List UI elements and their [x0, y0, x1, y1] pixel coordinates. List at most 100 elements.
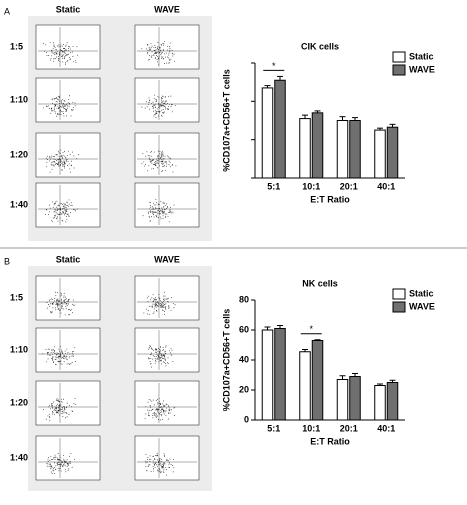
flow-dot — [49, 207, 51, 209]
flow-dot — [59, 161, 61, 163]
flow-dot — [158, 406, 160, 408]
flow-dot — [63, 463, 65, 465]
flow-dot — [61, 363, 63, 365]
flow-dot — [158, 361, 160, 363]
flow-dot — [147, 310, 149, 312]
flow-dot — [63, 295, 65, 297]
flow-dot — [49, 417, 51, 419]
flow-dot — [149, 455, 151, 457]
flow-dot — [159, 153, 161, 155]
flow-dot — [50, 311, 52, 313]
flow-dot — [161, 98, 163, 100]
flow-dot — [57, 50, 59, 52]
flow-dot — [158, 303, 160, 305]
flow-dot — [168, 306, 170, 308]
flow-dot — [63, 357, 65, 359]
flow-dot — [163, 361, 165, 363]
flow-plot — [134, 182, 200, 228]
flow-dot — [55, 212, 57, 213]
flow-dot — [157, 203, 159, 205]
flow-dot — [72, 299, 74, 301]
flow-dot — [49, 160, 51, 162]
flow-dot — [53, 158, 55, 160]
flow-dot — [74, 397, 76, 399]
flow-dot — [162, 161, 164, 163]
column-header: WAVE — [154, 4, 180, 14]
flow-dot — [162, 310, 164, 311]
flow-dot — [152, 108, 154, 109]
flow-dot — [68, 357, 70, 359]
flow-dot — [155, 349, 157, 351]
flow-dot — [65, 471, 67, 473]
flow-dot — [60, 361, 61, 363]
flow-dot — [66, 219, 68, 221]
flow-dot — [171, 212, 173, 214]
flow-dot — [166, 299, 168, 301]
flow-dot — [58, 404, 60, 406]
flow-dot — [71, 109, 73, 111]
flow-dot — [66, 209, 68, 211]
flow-dot — [53, 52, 55, 54]
flow-dot — [151, 349, 153, 351]
flow-dot — [64, 314, 66, 316]
legend-swatch — [392, 288, 406, 300]
flow-dot — [47, 214, 49, 216]
flow-dot — [149, 347, 151, 349]
flow-dot — [161, 51, 163, 53]
flow-dot — [72, 411, 73, 413]
flow-dot — [62, 412, 64, 414]
flow-dot — [168, 57, 170, 59]
flow-dot — [64, 407, 66, 409]
flow-dot — [52, 357, 53, 359]
flow-plot — [134, 77, 200, 123]
flow-dot — [55, 407, 57, 409]
flow-dot — [163, 206, 165, 208]
flow-dot — [67, 300, 69, 302]
flow-dot — [169, 352, 171, 354]
flow-dot — [144, 107, 146, 109]
flow-dot — [67, 469, 69, 471]
flow-dot — [54, 57, 56, 59]
flow-dot — [61, 154, 63, 156]
flow-dot — [157, 351, 159, 352]
flow-dot — [148, 398, 150, 400]
flow-dot — [163, 406, 164, 408]
legend-label: Static — [409, 51, 434, 61]
flow-dot — [52, 359, 54, 361]
flow-plot-frame — [134, 435, 200, 481]
flow-dot — [52, 303, 54, 305]
flow-dot — [160, 403, 162, 405]
flow-dot — [58, 300, 60, 302]
flow-dot — [67, 299, 69, 301]
flow-dot — [163, 354, 165, 356]
flow-dot — [163, 405, 165, 407]
flow-dot — [57, 96, 59, 98]
flow-dot — [54, 52, 56, 54]
flow-dot — [60, 164, 62, 166]
flow-dot — [63, 56, 65, 58]
flow-dot — [54, 208, 56, 210]
flow-dot — [71, 309, 73, 311]
flow-dot — [63, 50, 65, 52]
flow-dot — [172, 111, 173, 113]
flow-dot — [157, 464, 159, 466]
flow-dot — [173, 53, 175, 55]
flow-dot — [69, 461, 71, 462]
flow-dot — [58, 162, 60, 164]
flow-dot — [163, 411, 165, 413]
flow-dot — [65, 411, 67, 413]
y-tick-label: 20 — [239, 384, 249, 394]
flow-dot — [65, 44, 67, 46]
flow-dot — [53, 300, 55, 302]
flow-dot — [167, 102, 168, 104]
flow-dot — [158, 58, 159, 60]
flow-dot — [150, 161, 152, 163]
flow-dot — [60, 149, 62, 151]
flow-dot — [49, 415, 51, 417]
flow-dot — [169, 158, 171, 160]
flow-dot — [160, 461, 162, 463]
flow-dot — [58, 113, 60, 115]
flow-dot — [63, 410, 65, 412]
flow-dot — [63, 361, 65, 362]
y-tick-label: 80 — [239, 294, 249, 304]
